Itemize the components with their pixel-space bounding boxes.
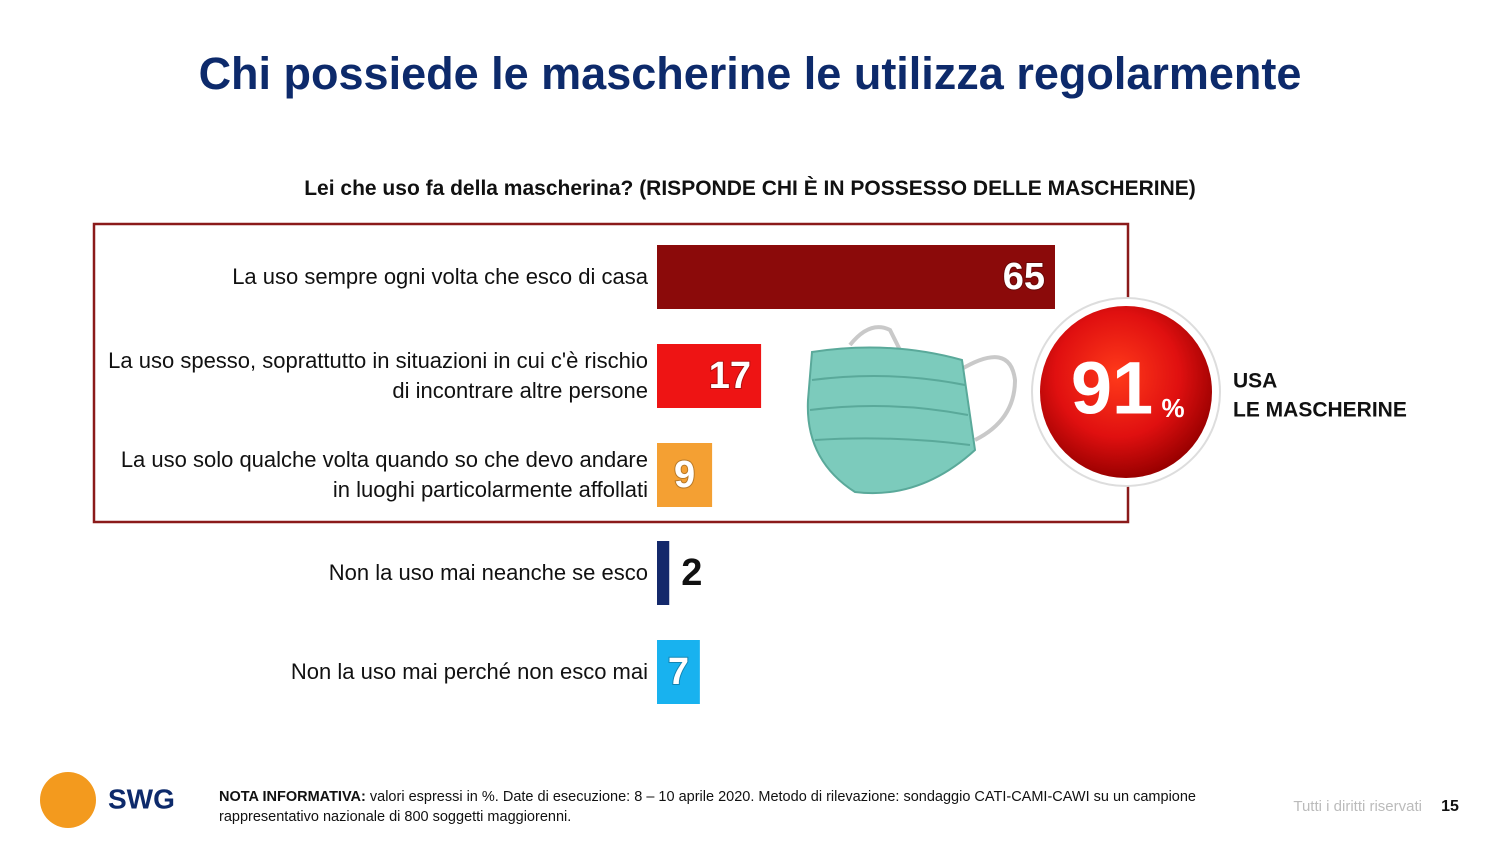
bar	[657, 640, 700, 704]
title: Chi possiede le mascherine le utilizza r…	[198, 48, 1302, 99]
note-heading: NOTA INFORMATIVA:	[219, 789, 366, 805]
value-label: 2	[681, 552, 702, 594]
category-label: Non la uso mai perché non esco mai	[290, 659, 648, 684]
bar	[657, 245, 1055, 309]
badge-label: USA	[1233, 370, 1277, 393]
category-label: La uso spesso, soprattutto in situazioni…	[108, 348, 648, 403]
page-number: 15	[1441, 798, 1459, 815]
badge-value: 91	[1071, 347, 1153, 430]
subtitle: Lei che uso fa della mascherina? (RISPON…	[304, 177, 1196, 200]
category-label: La uso solo qualche volta quando so che …	[120, 447, 648, 502]
bar	[657, 344, 762, 408]
value-label: 9	[674, 454, 695, 496]
note-text: valori espressi in %. Date di esecuzione…	[219, 789, 1196, 825]
value-label: 7	[668, 651, 689, 693]
badge	[1040, 306, 1212, 478]
badge-label: LE MASCHERINE	[1233, 399, 1407, 422]
bar	[657, 541, 670, 605]
logo-mark	[40, 772, 96, 828]
category-label: Non la uso mai neanche se esco	[328, 560, 648, 585]
badge-unit: %	[1161, 393, 1184, 423]
note: NOTA INFORMATIVA: valori espressi in %. …	[219, 787, 1199, 827]
bar	[657, 443, 713, 507]
logo: SWG	[108, 783, 175, 814]
rights: Tutti i diritti riservati	[1293, 798, 1422, 815]
value-label: 65	[1003, 256, 1045, 298]
value-label: 17	[709, 355, 751, 397]
mask-illustration	[806, 325, 1018, 495]
category-label: La uso sempre ogni volta che esco di cas…	[232, 264, 648, 289]
